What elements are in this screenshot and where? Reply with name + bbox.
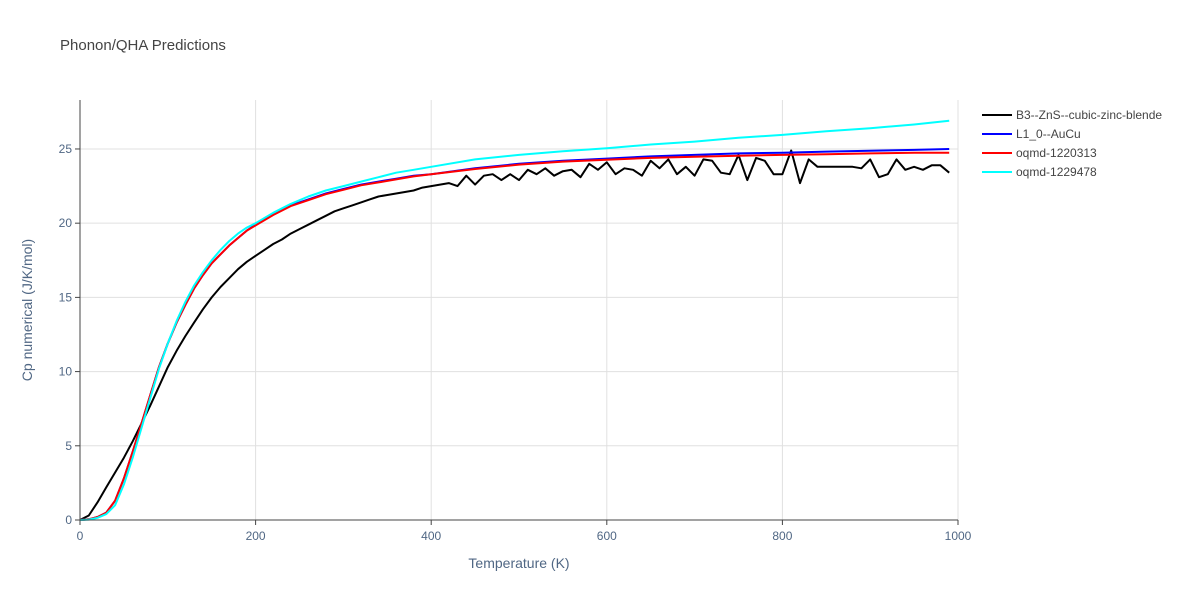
- series-lines: [79, 119, 950, 521]
- y-tick-label: 15: [59, 290, 73, 304]
- series-line-2: [79, 151, 950, 521]
- legend-item[interactable]: B3--ZnS--cubic-zinc-blende: [982, 108, 1162, 122]
- y-tick-label: 20: [59, 216, 73, 230]
- legend-label: oqmd-1229478: [1016, 165, 1097, 179]
- y-axis-title: Cp numerical (J/K/mol): [19, 239, 35, 381]
- axes: [75, 100, 959, 525]
- x-tick-label: 600: [597, 529, 617, 543]
- series-line-0: [79, 149, 950, 521]
- y-tick-label: 5: [65, 439, 72, 453]
- tick-labels: 0 200 400 600 800 1000 0 5 10 15 20 25: [59, 142, 972, 543]
- x-tick-label: 1000: [945, 529, 972, 543]
- series-line-3: [79, 119, 950, 521]
- series-line-1: [79, 148, 950, 521]
- y-tick-label: 25: [59, 142, 73, 156]
- y-tick-label: 10: [59, 365, 73, 379]
- x-tick-label: 200: [246, 529, 266, 543]
- legend-item[interactable]: oqmd-1229478: [982, 165, 1097, 179]
- x-tick-label: 800: [772, 529, 792, 543]
- legend-label: oqmd-1220313: [1016, 146, 1097, 160]
- legend-item[interactable]: L1_0--AuCu: [982, 127, 1081, 141]
- legend: B3--ZnS--cubic-zinc-blende L1_0--AuCuoqmd…: [982, 108, 1162, 179]
- x-axis-title: Temperature (K): [468, 555, 569, 571]
- grid: [80, 100, 959, 520]
- chart-title: Phonon/QHA Predictions: [60, 37, 226, 54]
- legend-label: B3--ZnS--cubic-zinc-blende: [1016, 108, 1162, 122]
- x-tick-label: 0: [77, 529, 84, 543]
- legend-label: L1_0--AuCu: [1016, 127, 1081, 141]
- x-tick-label: 400: [421, 529, 441, 543]
- y-tick-label: 0: [65, 513, 72, 527]
- legend-item[interactable]: oqmd-1220313: [982, 146, 1097, 160]
